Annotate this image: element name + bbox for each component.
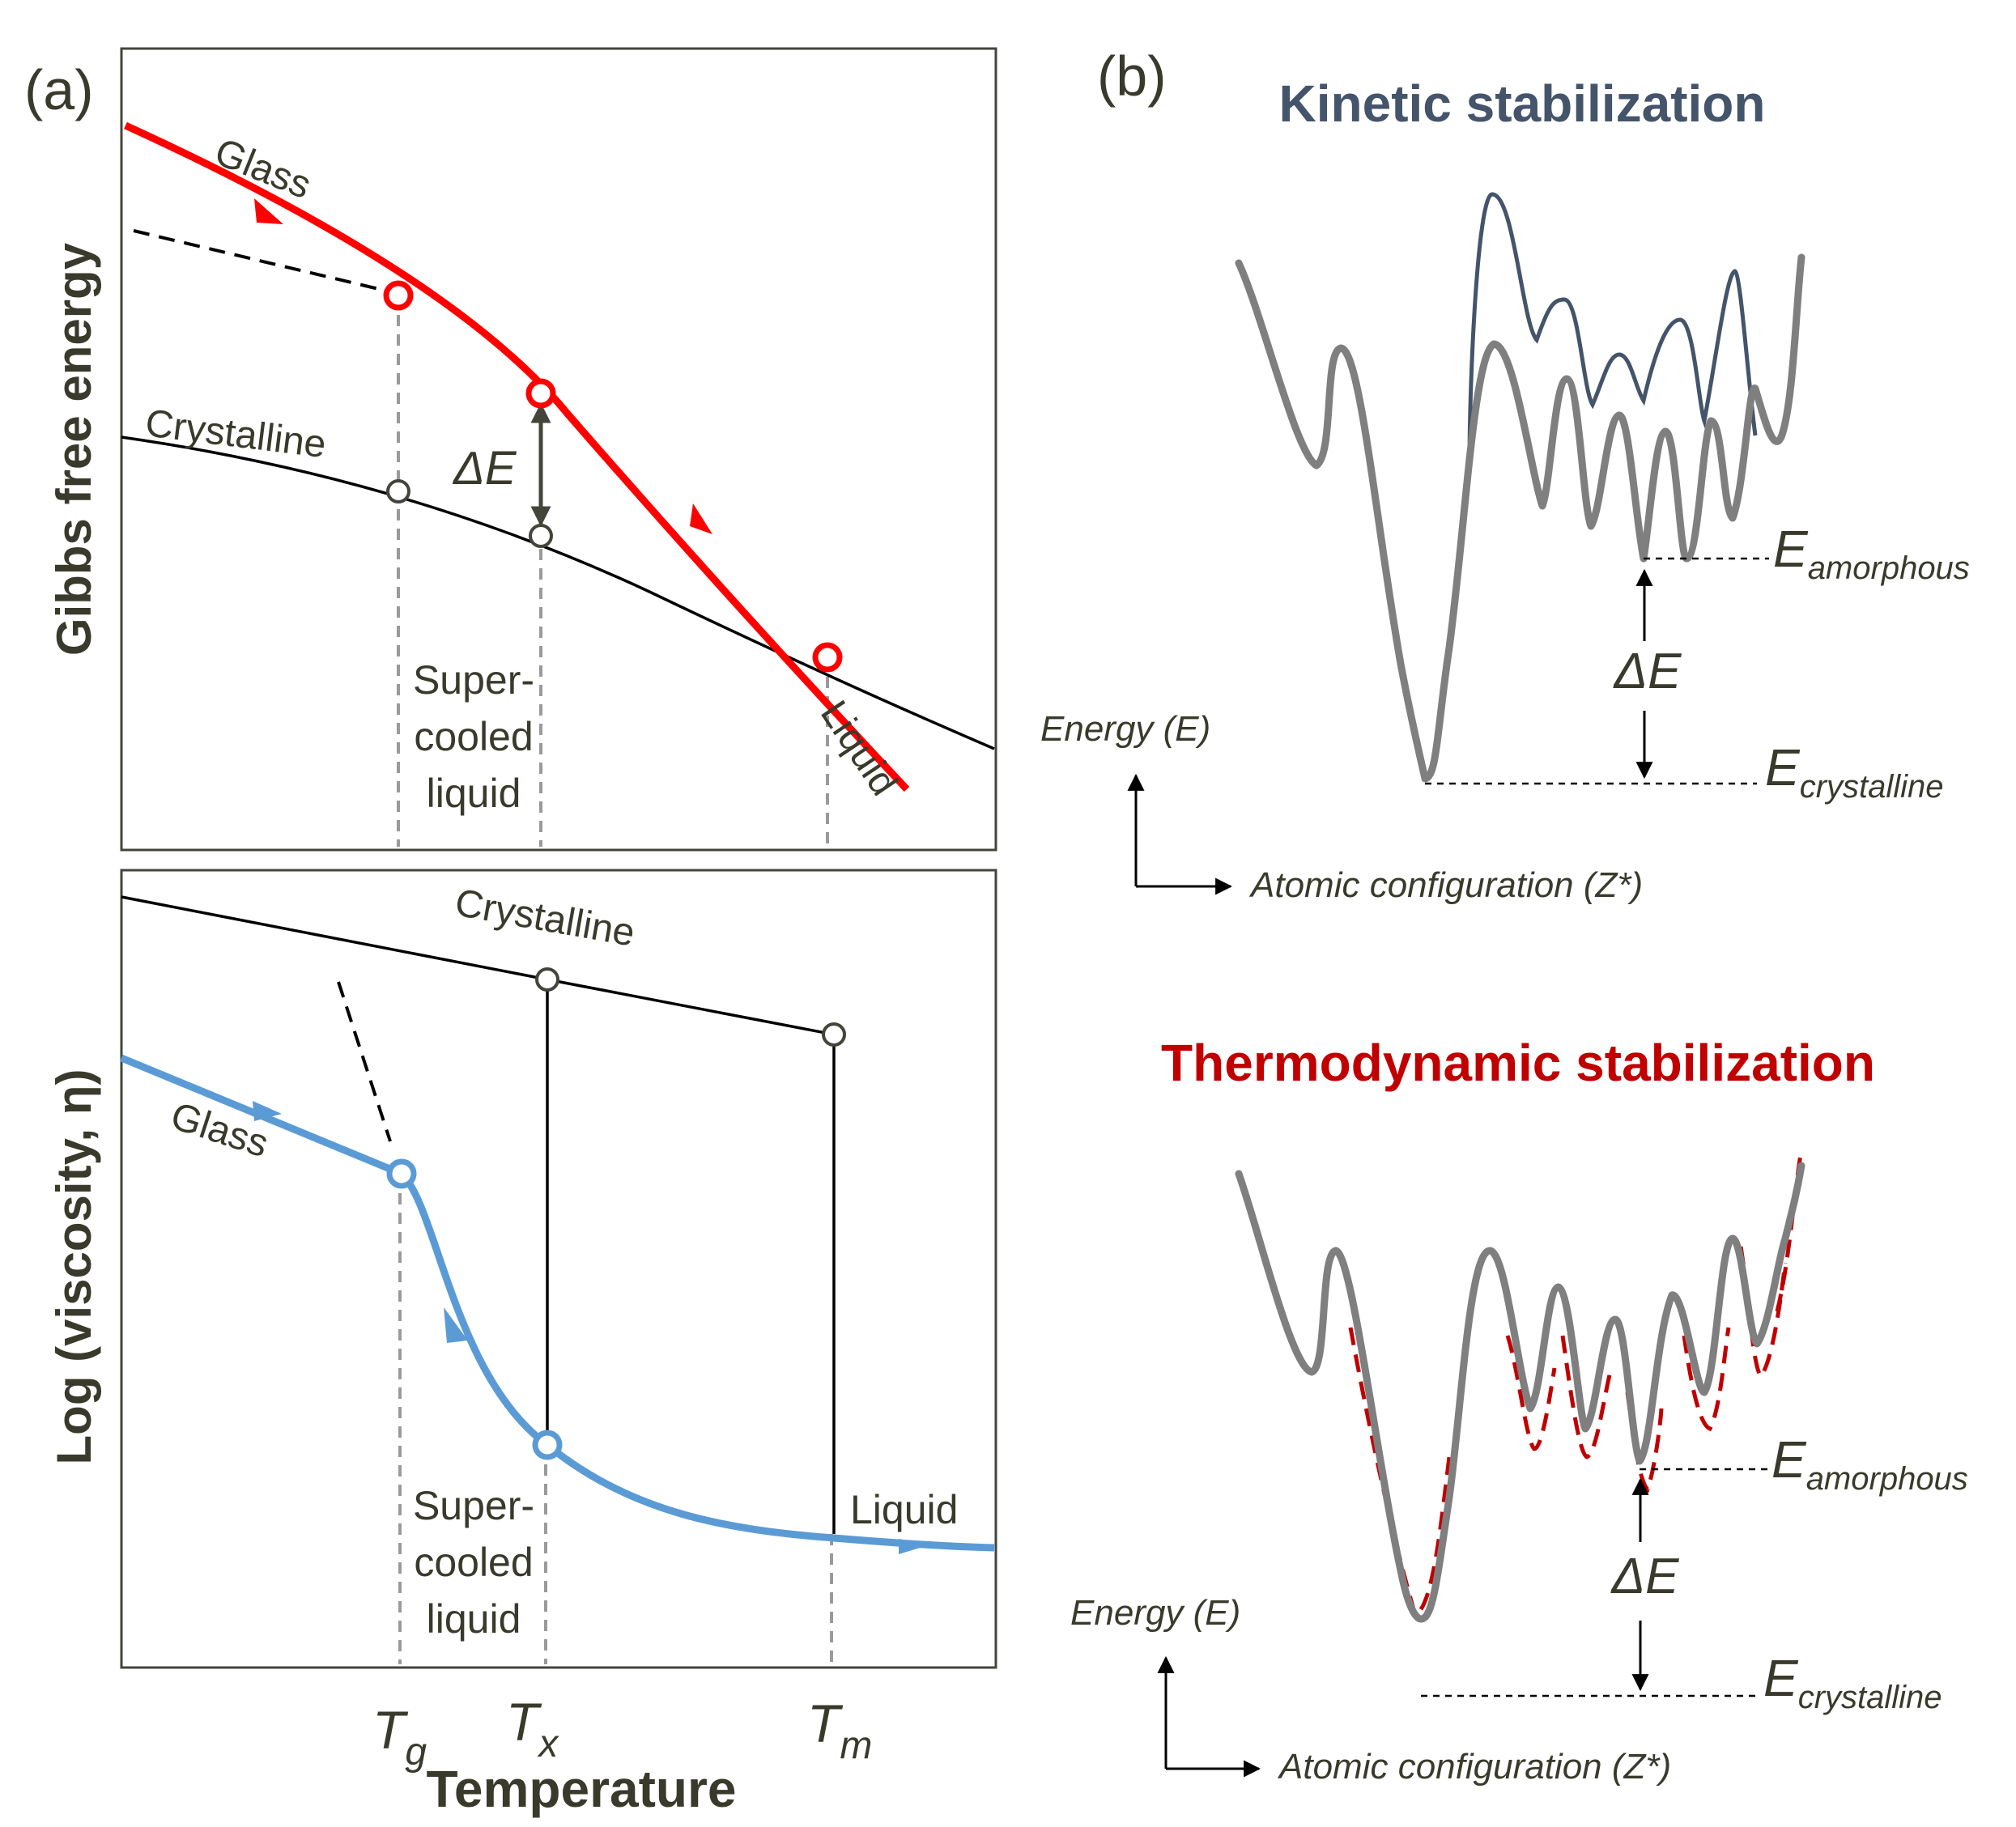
- thermo-delta-e-label: ΔE: [1610, 1549, 1680, 1604]
- supercooled-top-2: cooled: [414, 714, 533, 759]
- supercooled-bottom-1: Super-: [413, 1483, 534, 1528]
- bottom-guide-lines: [398, 1174, 833, 1664]
- red-arrow-1: [254, 198, 283, 224]
- kinetic-x-axis-label: Atomic configuration (Z*): [1248, 865, 1643, 905]
- kinetic-delta-e-label: ΔE: [1613, 644, 1682, 699]
- blue-arrow-3: [899, 1539, 931, 1554]
- liquid-label-bottom: Liquid: [850, 1487, 958, 1532]
- thermo-landscape-gray: [1235, 1162, 1805, 1623]
- bottom-ylabel: Log (viscosity, η): [47, 1069, 101, 1465]
- glass-curve-red: [124, 121, 910, 792]
- tx-point-crystalline: [529, 524, 553, 548]
- supercooled-top-3: liquid: [427, 771, 521, 816]
- tick-tg: Tg: [372, 1700, 427, 1774]
- delta-e-label-top: ΔE: [452, 442, 517, 495]
- top-guide-lines: [397, 295, 829, 847]
- glass-curve-blue: [120, 1054, 995, 1552]
- kinetic-y-axis-label: Energy (E): [1040, 709, 1210, 749]
- panel-b-label: (b): [1097, 45, 1167, 108]
- blue-arrow-2: [444, 1307, 468, 1343]
- top-plot-frame: [120, 47, 997, 852]
- crystalline-label-bottom: Crystalline: [452, 882, 638, 955]
- glass-extrapolation-bottom: [337, 981, 392, 1142]
- thermo-e-amorphous: Eamorphous: [1771, 1430, 1968, 1497]
- glass-extrapolation-top: [133, 229, 383, 291]
- kinetic-title: Kinetic stabilization: [1279, 74, 1766, 133]
- thermo-title: Thermodynamic stabilization: [1161, 1034, 1875, 1092]
- thermo-y-axis-label: Energy (E): [1070, 1593, 1240, 1633]
- panel-a-label: (a): [24, 58, 94, 121]
- tg-point-crystalline: [386, 479, 410, 503]
- bottom-plot-frame: [120, 869, 997, 1669]
- supercooled-top-1: Super-: [413, 657, 534, 703]
- tx-point-red: [525, 378, 556, 409]
- top-ylabel: Gibbs free energy: [47, 242, 101, 656]
- blue-arrow-1: [253, 1101, 282, 1121]
- tg-point-red: [383, 280, 414, 311]
- tick-tm: Tm: [807, 1693, 872, 1767]
- kinetic-e-amorphous: Eamorphous: [1773, 520, 1970, 586]
- red-arrow-2: [690, 503, 712, 534]
- thermo-deep-well-4: [1682, 1327, 1731, 1432]
- supercooled-bottom-2: cooled: [414, 1540, 533, 1585]
- liquid-label-top: Liquid: [812, 694, 906, 804]
- thermo-deep-well-2: [1560, 1335, 1614, 1459]
- tg-point-blue: [386, 1158, 417, 1189]
- crystalline-curve-top: [121, 436, 995, 750]
- tm-point-red: [812, 642, 843, 673]
- xlabel: Temperature: [427, 1760, 737, 1818]
- kinetic-barriers-navy: [1467, 192, 1758, 462]
- kinetic-e-crystalline: Ecrystalline: [1765, 738, 1944, 805]
- tick-tx: Tx: [506, 1692, 559, 1765]
- kinetic-landscape-gray: [1235, 253, 1805, 783]
- supercooled-bottom-3: liquid: [427, 1596, 521, 1642]
- thermo-e-crystalline: Ecrystalline: [1763, 1649, 1942, 1715]
- tx-point-blue: [532, 1430, 563, 1460]
- thermo-deep-well-1: [1505, 1335, 1557, 1451]
- thermo-x-axis-label: Atomic configuration (Z*): [1277, 1747, 1671, 1787]
- tm-point-crystalline-bottom: [822, 1022, 846, 1047]
- tx-point-crystalline-bottom: [535, 967, 559, 992]
